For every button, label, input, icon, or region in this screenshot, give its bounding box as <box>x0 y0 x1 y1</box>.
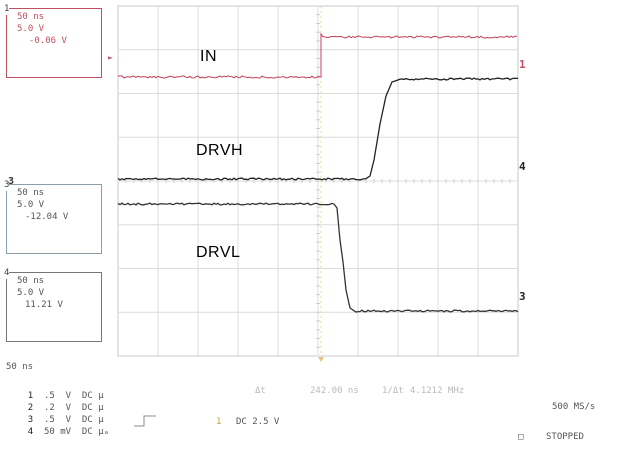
rising-edge-trigger-icon <box>134 412 160 428</box>
channel-3-settings-box[interactable]: 3 50 ns 5.0 V -12.04 V <box>6 184 102 254</box>
channel-4-offset: 11.21 V <box>17 299 97 311</box>
channel-3-timebase: 50 ns <box>17 187 97 199</box>
trace-label-drvl: DRVL <box>196 244 240 262</box>
channel-1-volts: 5.0 V <box>17 23 97 35</box>
trace-label-drvh: DRVH <box>196 142 243 160</box>
channel-row-4-value: 50 mV DC µₐ <box>44 427 109 437</box>
channel-row-4[interactable]: 4 50 mV DC µₐ <box>6 417 109 447</box>
sample-rate-readout: 500 MS/s <box>552 402 595 412</box>
trigger-channel-indicator: 1 <box>216 417 221 427</box>
trigger-time-marker <box>318 357 324 362</box>
acquisition-status: STOPPED <box>546 432 584 442</box>
timebase-readout: 50 ns <box>6 362 33 372</box>
channel-4-index: 4 <box>4 267 9 279</box>
channel-3-volts: 5.0 V <box>17 199 97 211</box>
channel-3-left-marker: 3 <box>8 176 14 187</box>
channel-1-timebase: 50 ns <box>17 11 97 23</box>
channel-3-right-marker: 3 <box>519 290 526 303</box>
channel-1-index: 1 <box>4 3 9 15</box>
channel-1-ground-marker[interactable]: ► <box>108 53 113 62</box>
channel-1-offset: -0.06 V <box>17 35 97 47</box>
channel-1-right-marker: 1 <box>519 58 526 71</box>
delta-t-label: Δt <box>255 386 266 396</box>
channel-4-timebase: 50 ns <box>17 275 97 287</box>
channel-row-4-number: 4 <box>28 427 33 437</box>
frequency-value: 4.1212 MHz <box>410 386 464 396</box>
stop-state-icon: □ <box>518 432 523 442</box>
channel-4-right-marker: 4 <box>519 160 526 173</box>
trigger-setting[interactable]: DC 2.5 V <box>236 417 279 427</box>
channel-4-volts: 5.0 V <box>17 287 97 299</box>
channel-3-offset: -12.04 V <box>17 211 97 223</box>
channel-4-settings-box[interactable]: 4 50 ns 5.0 V 11.21 V <box>6 272 102 342</box>
frequency-label: 1/Δt <box>382 386 404 396</box>
delta-t-value: 242.00 ns <box>310 386 359 396</box>
channel-1-settings-box[interactable]: 1 50 ns 5.0 V -0.06 V <box>6 8 102 78</box>
trace-label-in: IN <box>200 48 217 66</box>
